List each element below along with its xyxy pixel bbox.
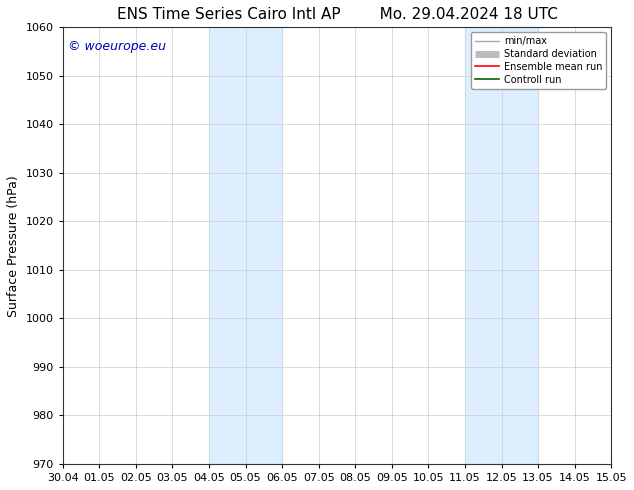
- Title: ENS Time Series Cairo Intl AP        Mo. 29.04.2024 18 UTC: ENS Time Series Cairo Intl AP Mo. 29.04.…: [117, 7, 557, 22]
- Y-axis label: Surface Pressure (hPa): Surface Pressure (hPa): [7, 175, 20, 317]
- Bar: [209, 27, 282, 464]
- Text: © woeurope.eu: © woeurope.eu: [68, 40, 166, 53]
- Legend: min/max, Standard deviation, Ensemble mean run, Controll run: min/max, Standard deviation, Ensemble me…: [471, 32, 606, 89]
- Bar: [465, 27, 538, 464]
